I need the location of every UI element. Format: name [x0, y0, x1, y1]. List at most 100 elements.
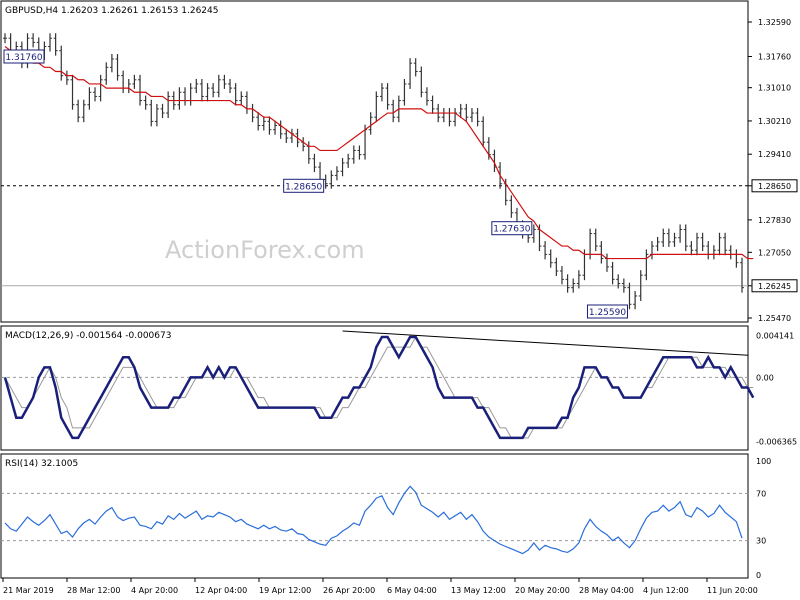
ohlc-bar [627, 282, 632, 310]
callout-label: 1.31760 [5, 53, 42, 63]
ohlc-bar [543, 241, 548, 260]
ohlc-bar [239, 91, 244, 106]
ohlc-bar [126, 78, 131, 94]
ohlc-bar [149, 99, 154, 127]
ohlc-bar [469, 108, 474, 123]
callout-label: 1.25590 [589, 308, 626, 318]
x-tick-label: 4 Apr 20:00 [131, 586, 178, 595]
ohlc-bar [216, 74, 221, 98]
ohlc-bar [740, 257, 744, 293]
rsi-tick-label: 0 [756, 571, 761, 580]
ohlc-bar [593, 228, 598, 252]
ohlc-bar [734, 249, 739, 268]
ohlc-bar [93, 87, 98, 102]
price-tick-label: 1.28650 [758, 182, 791, 191]
price-tick-label: 1.26245 [758, 282, 791, 291]
x-tick-label: 20 May 20:00 [515, 586, 570, 595]
ohlc-bar [408, 58, 413, 89]
ohlc-bar [441, 108, 446, 123]
macd-panel [0, 325, 749, 451]
macd-tick-label: 0.004141 [756, 332, 794, 341]
ohlc-bar [267, 116, 272, 135]
x-tick-label: 13 May 12:00 [451, 586, 506, 595]
x-tick-label: 28 May 04:00 [579, 586, 634, 595]
ohlc-bar [723, 232, 728, 256]
ohlc-bar [633, 290, 638, 310]
ohlc-bar [31, 33, 36, 48]
ohlc-bar [48, 33, 53, 52]
rsi-header: RSI(14) 32.1005 [5, 459, 78, 469]
ohlc-bar [616, 274, 621, 289]
ohlc-bar [672, 232, 677, 247]
ohlc-bar [706, 241, 711, 260]
ohlc-bar [509, 195, 514, 218]
ohlc-bar [464, 103, 469, 123]
price-tag [751, 179, 798, 193]
ohlc-bar [81, 99, 86, 123]
ohlc-bar [109, 54, 114, 73]
x-tick-label: 26 Apr 20:00 [323, 586, 375, 595]
ohlc-bar [222, 74, 227, 89]
price-panel [0, 0, 749, 323]
ohlc-bar [700, 232, 705, 252]
ohlc-bar [610, 261, 615, 285]
ohlc-bar [250, 103, 255, 123]
ohlc-bar [346, 153, 351, 168]
ohlc-bar [571, 278, 576, 293]
x-tick-label: 19 Apr 12:00 [259, 586, 311, 595]
x-tick-label: 12 Apr 04:00 [195, 586, 247, 595]
callout-label: 1.28650 [285, 182, 322, 192]
ohlc-bar [70, 74, 75, 110]
ohlc-bar [666, 228, 671, 247]
ohlc-bar [548, 249, 553, 268]
price-callout: 1.27630 [491, 221, 533, 236]
ohlc-bar [419, 66, 424, 98]
price-tick-label: 1.25470 [758, 314, 791, 323]
x-tick-label: 4 Jun 12:00 [643, 586, 689, 595]
ohlc-bar [340, 157, 345, 177]
price-tag [751, 279, 798, 293]
ohlc-bar [402, 78, 407, 106]
callout-label: 1.27630 [493, 225, 530, 235]
ohlc-bar [3, 33, 7, 44]
ohlc-bar [53, 33, 58, 56]
ohlc-bar [385, 83, 390, 110]
x-tick-label: 6 May 04:00 [387, 586, 437, 595]
ohlc-bar [368, 112, 373, 135]
macd-tick-label: -0.006365 [756, 438, 797, 447]
ohlc-bar [413, 58, 418, 77]
ohlc-bar [717, 232, 722, 256]
watermark: ActionForex.com [165, 236, 365, 264]
ohlc-bar [649, 241, 654, 260]
price-series: 1.31760 1.28650 1.27630 1.25590 [1, 33, 754, 319]
ohlc-bar [424, 87, 429, 106]
macd-tick-label: 0.00 [756, 373, 774, 382]
ohlc-bar [256, 112, 261, 131]
ohlc-bar [621, 278, 626, 293]
ohlc-bar [475, 108, 480, 127]
ohlc-bar [183, 87, 188, 106]
macd-series [1, 330, 755, 440]
ohlc-bar [121, 70, 126, 94]
ohlc-bar [430, 95, 435, 114]
ohlc-bar [661, 228, 666, 247]
axis-ticks: 1.32590 1.31760 1.31010 1.30210 1.29410 1.286… [2, 18, 798, 595]
ohlc-bar [278, 120, 283, 139]
price-tick-label: 1.30210 [758, 117, 791, 126]
ohlc-bar [604, 253, 609, 272]
ohlc-bar [447, 108, 452, 127]
price-callout: 1.31760 [3, 49, 45, 64]
ohlc-bar [194, 78, 199, 94]
ohlc-bar [199, 78, 204, 102]
x-tick-label: 11 Jun 20:00 [707, 586, 758, 595]
price-tick-label: 1.27830 [758, 216, 791, 225]
ohlc-bar [273, 120, 278, 135]
ohlc-bar [391, 99, 396, 123]
ohlc-bar [689, 241, 694, 256]
ohlc-bar [205, 83, 210, 102]
ohlc-bar [188, 83, 193, 106]
ohlc-bar [711, 245, 716, 260]
x-tick-label: 21 Mar 2019 [3, 586, 54, 595]
ohlc-bar [228, 78, 233, 94]
rsi-panel [0, 453, 749, 579]
